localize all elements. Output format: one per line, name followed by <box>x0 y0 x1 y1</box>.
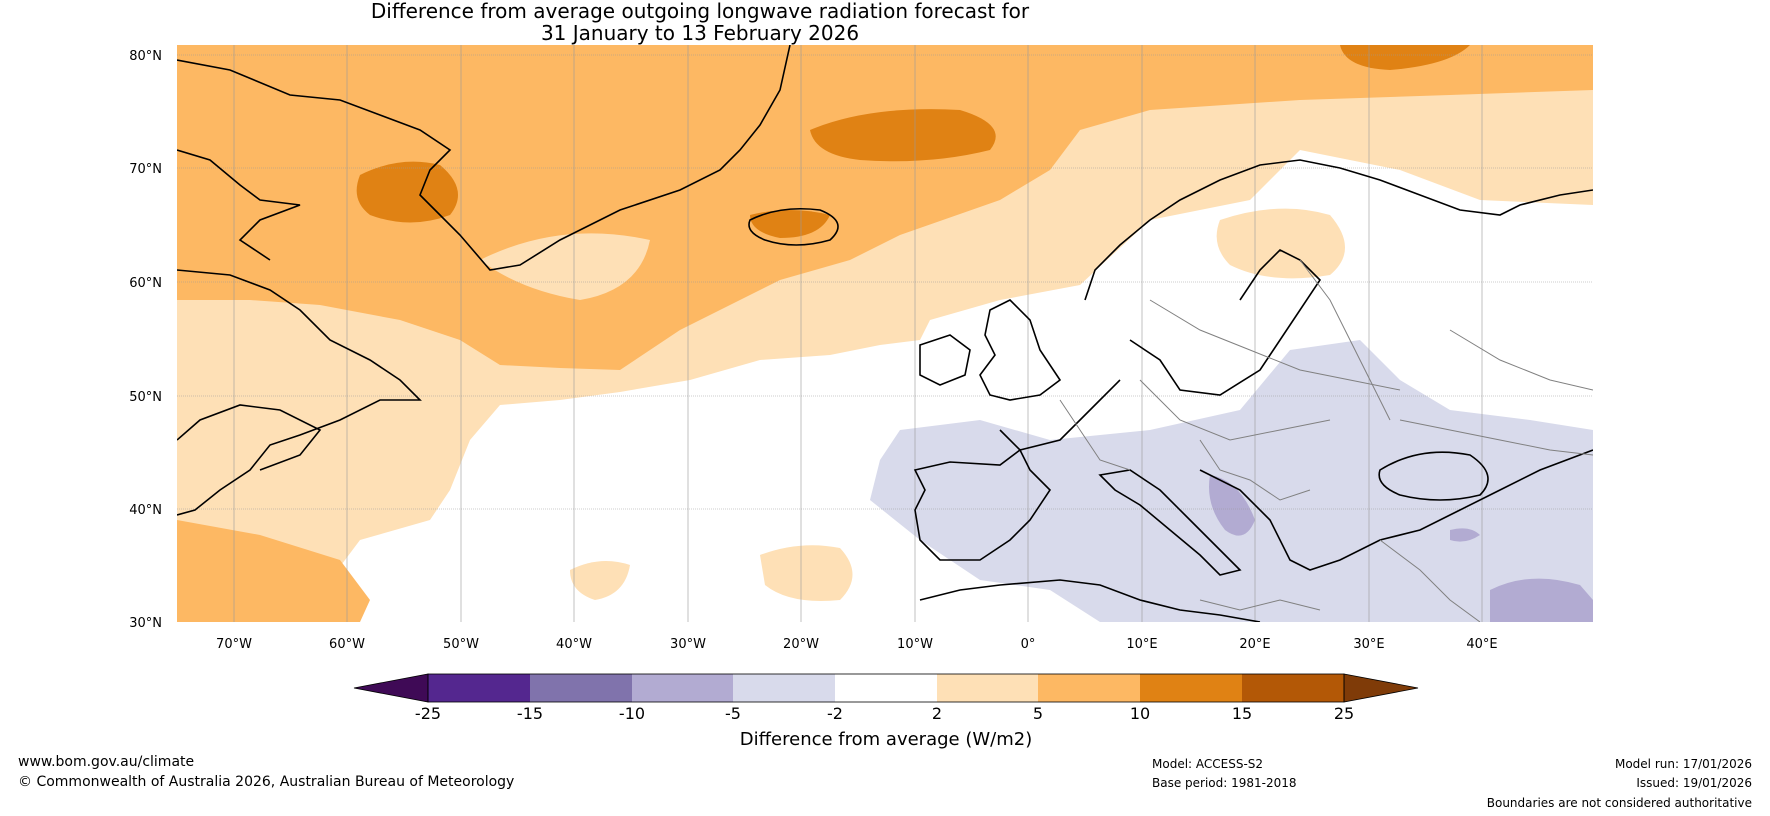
map-title-line2: 31 January to 13 February 2026 <box>540 21 860 45</box>
colorbar-tick: -15 <box>517 704 543 723</box>
latitude-labels: 80°N 70°N 60°N 50°N 40°N 30°N <box>129 49 162 631</box>
balkans-coast <box>1199 449 1593 571</box>
lon-label: 70°W <box>216 637 252 652</box>
country-borders <box>1059 259 1593 622</box>
colorbar-tick: -25 <box>415 704 441 723</box>
anomaly-region-light-scandinavia <box>1216 208 1345 279</box>
anomaly-region-dark-orange-3 <box>750 210 830 238</box>
colorbar: -25 -15 -10 -5 -2 2 5 10 15 25 Differenc… <box>353 673 1419 750</box>
lat-label: 50°N <box>129 390 162 405</box>
footer-model: Model: ACCESS-S2 <box>1152 757 1264 771</box>
lon-label: 40°W <box>556 637 592 652</box>
anomaly-region-purple-2 <box>1209 475 1255 536</box>
lat-label: 60°N <box>129 276 162 291</box>
iberia-coast <box>913 448 1052 561</box>
north-africa-coast <box>919 579 1261 622</box>
colorbar-tick: -5 <box>725 704 741 723</box>
nova-scotia-coast <box>177 404 322 471</box>
footer-disclaimer: Boundaries are not considered authoritat… <box>1486 796 1752 810</box>
colorbar-title: Difference from average (W/m2) <box>740 729 1032 750</box>
anomaly-region-dark-orange-1 <box>356 161 458 223</box>
footer-base-period: Base period: 1981-2018 <box>1152 776 1297 790</box>
lon-label: 20°E <box>1239 637 1270 652</box>
footer-issued: Issued: 19/01/2026 <box>1636 776 1752 790</box>
anomaly-region-dark-orange-4 <box>1340 45 1470 70</box>
britain-coast <box>979 299 1062 401</box>
lon-label: 60°W <box>329 637 365 652</box>
anomaly-region-orange-sw <box>177 520 370 622</box>
lon-label: 30°E <box>1353 637 1384 652</box>
france-coast <box>999 379 1121 451</box>
anomaly-region-purple-1 <box>1490 578 1593 622</box>
lat-label: 70°N <box>129 162 162 177</box>
colorbar-bin <box>428 674 530 702</box>
footer-model-run: Model run: 17/01/2026 <box>1614 757 1752 771</box>
colorbar-bin <box>835 674 937 702</box>
anomaly-region-light-purple <box>870 340 1593 622</box>
anomaly-region-light-atlantic-1 <box>760 545 853 601</box>
colorbar-tick: 5 <box>1033 704 1043 723</box>
greenland-coast <box>177 45 791 271</box>
coastlines <box>177 45 1593 622</box>
italy-coast <box>1098 469 1242 576</box>
lon-label: 10°W <box>897 637 933 652</box>
anomaly-field <box>177 45 1593 622</box>
iceland-coast <box>748 207 839 246</box>
colorbar-bin <box>1242 674 1344 702</box>
baltic-coast <box>1129 249 1322 396</box>
colorbar-bin <box>1038 674 1140 702</box>
longitude-labels: 70°W 60°W 50°W 40°W 30°W 20°W 10°W 0° 10… <box>216 637 1498 652</box>
anomaly-region-light-atlantic-2 <box>570 561 630 600</box>
ireland-coast <box>919 334 971 386</box>
norway-coast <box>1084 159 1593 301</box>
lon-label: 30°W <box>670 637 706 652</box>
graticule <box>177 45 1593 622</box>
footer-url[interactable]: www.bom.gov.au/climate <box>18 754 195 770</box>
colorbar-tick: -10 <box>619 704 645 723</box>
colorbar-bin <box>937 674 1038 702</box>
footer-copyright: © Commonwealth of Australia 2026, Austra… <box>18 774 515 790</box>
lon-label: 40°E <box>1466 637 1497 652</box>
anomaly-region-dark-orange-2 <box>810 109 996 162</box>
greenland-west <box>177 149 301 261</box>
anomaly-region-orange <box>177 45 1593 370</box>
lat-label: 30°N <box>129 616 162 631</box>
lon-label: 20°W <box>783 637 819 652</box>
colorbar-bin <box>1140 674 1242 702</box>
colorbar-tick: 15 <box>1232 704 1252 723</box>
anomaly-region-purple-3 <box>1450 528 1480 542</box>
labrador-coast <box>177 269 422 516</box>
lon-label: 50°W <box>443 637 479 652</box>
black-sea-coast <box>1378 451 1489 501</box>
colorbar-bin <box>632 674 733 702</box>
colorbar-high-extension <box>1344 674 1418 702</box>
colorbar-tick: -2 <box>827 704 843 723</box>
colorbar-bin <box>530 674 632 702</box>
lat-label: 40°N <box>129 503 162 518</box>
lon-label: 0° <box>1021 637 1036 652</box>
map-title-line1: Difference from average outgoing longwav… <box>370 0 1030 23</box>
colorbar-bin <box>733 674 835 702</box>
colorbar-tick: 25 <box>1334 704 1354 723</box>
colorbar-tick: 10 <box>1130 704 1150 723</box>
anomaly-region-light-hole <box>480 233 650 300</box>
lon-label: 10°E <box>1126 637 1157 652</box>
colorbar-low-extension <box>354 674 428 702</box>
colorbar-tick: 2 <box>932 704 942 723</box>
lat-label: 80°N <box>129 49 162 64</box>
